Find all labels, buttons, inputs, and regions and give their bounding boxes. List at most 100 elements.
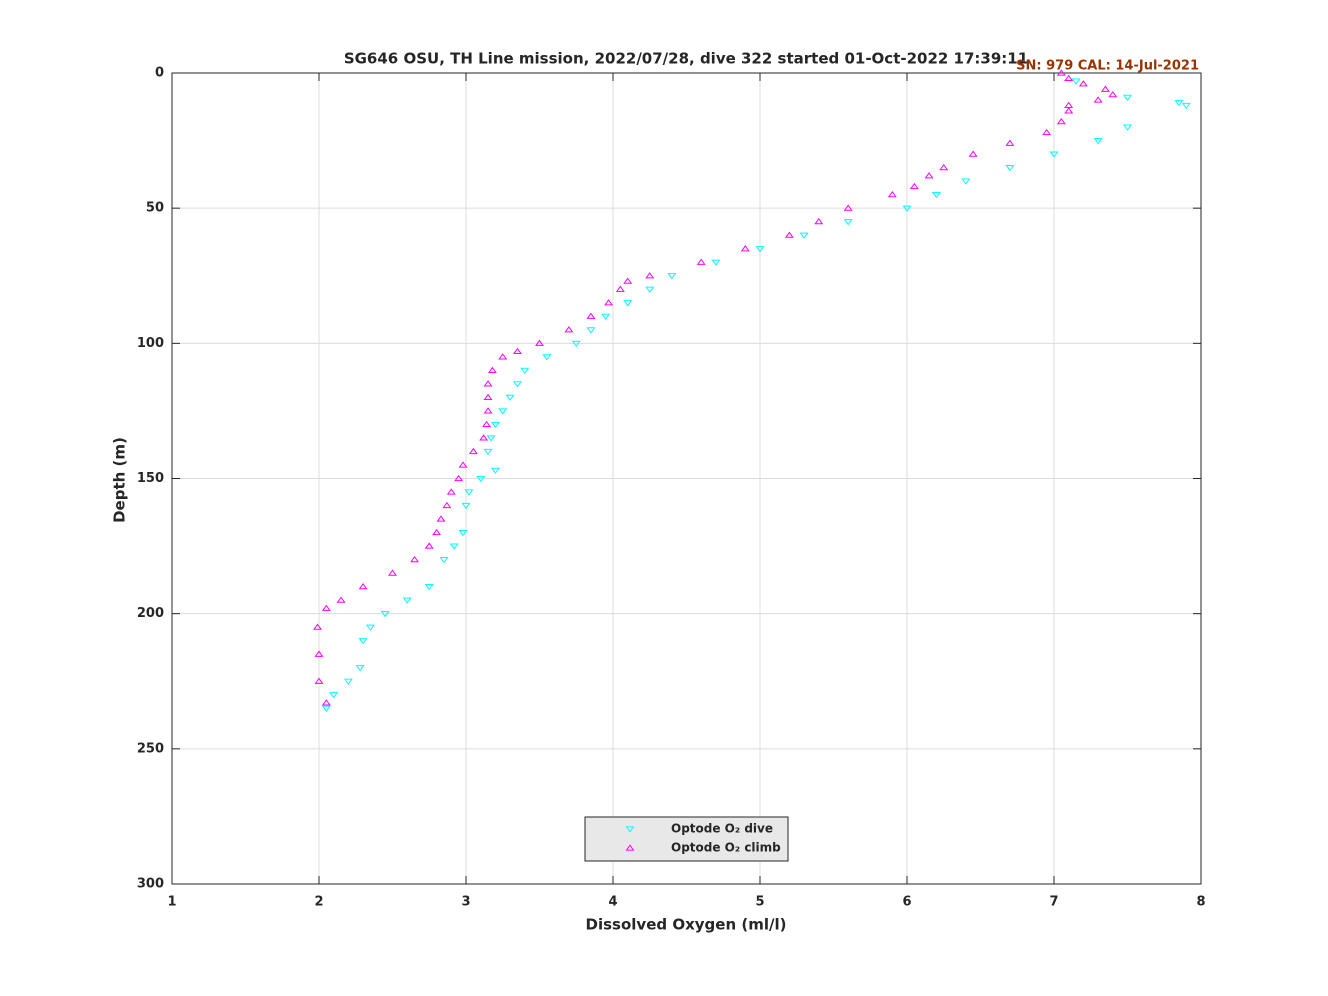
data-point (358, 638, 368, 645)
data-point (436, 515, 446, 522)
data-point (365, 624, 375, 631)
x-tick-label: 4 (608, 895, 617, 910)
data-point (424, 542, 434, 549)
data-point (696, 258, 706, 265)
y-tick-label: 250 (137, 741, 164, 756)
x-tick-label: 8 (1196, 895, 1205, 910)
data-point (1005, 165, 1015, 172)
data-point (314, 677, 324, 684)
data-point (1100, 85, 1110, 92)
data-point (321, 604, 331, 611)
data-point (586, 312, 596, 319)
data-point (799, 232, 809, 239)
data-point (542, 354, 552, 361)
y-axis-label: Depth (m) (111, 437, 129, 523)
legend-marker (625, 826, 635, 833)
data-point (486, 435, 496, 442)
data-point (1174, 100, 1184, 107)
data-point (343, 678, 353, 685)
data-point (483, 407, 493, 414)
data-point (479, 434, 489, 441)
data-point (461, 502, 471, 510)
x-tick-label: 3 (461, 895, 470, 910)
data-point (645, 272, 655, 279)
data-point (321, 705, 331, 712)
data-point (355, 665, 365, 672)
data-point (1078, 80, 1088, 87)
data-point (358, 582, 368, 590)
y-tick-label: 300 (137, 877, 164, 892)
data-point (645, 286, 655, 293)
data-point (843, 204, 853, 211)
data-point (482, 420, 492, 428)
data-point (615, 285, 625, 292)
data-point (755, 246, 765, 253)
data-point (1093, 137, 1103, 145)
annotation: SN: 979 CAL: 14-Jul-2021 (1016, 59, 1199, 74)
data-point (1181, 102, 1191, 110)
data-point (449, 543, 459, 550)
data-point (402, 597, 412, 604)
x-tick-label: 2 (314, 895, 323, 910)
data-point (887, 190, 897, 198)
y-tick-label: 200 (137, 606, 164, 621)
data-point (1093, 96, 1103, 103)
data-point (329, 692, 339, 699)
data-point (1123, 124, 1132, 131)
x-tick-label: 1 (167, 895, 176, 910)
data-point (476, 475, 486, 483)
data-point (432, 528, 442, 536)
data-point (520, 367, 530, 375)
data-point (1071, 78, 1081, 85)
data-point (483, 380, 493, 387)
data-point (931, 192, 941, 199)
data-point (843, 219, 853, 226)
data-point (564, 326, 574, 333)
data-point (667, 273, 677, 280)
data-point (490, 467, 500, 475)
legend-label: Optode O₂ dive (671, 822, 773, 836)
data-point (490, 421, 500, 429)
data-point (1123, 94, 1132, 101)
data-point (314, 650, 324, 657)
data-point (740, 245, 750, 252)
plot-frame (171, 72, 1202, 885)
y-tick-label: 0 (155, 66, 164, 81)
data-point (380, 611, 390, 618)
data-point (571, 340, 581, 347)
data-point (1042, 128, 1052, 136)
data-point (1108, 90, 1118, 98)
x-tick-label: 7 (1049, 895, 1058, 910)
data-point (388, 569, 397, 576)
data-point (313, 623, 323, 630)
data-point (512, 381, 522, 388)
data-point (410, 555, 420, 563)
data-point (424, 584, 434, 591)
data-point (321, 699, 331, 706)
data-point (483, 448, 493, 456)
data-point (711, 259, 721, 266)
data-point (604, 299, 614, 306)
data-point (442, 501, 452, 509)
data-point (1049, 151, 1059, 158)
data-point (1005, 139, 1015, 146)
data-point (939, 163, 949, 171)
data-point (784, 231, 794, 238)
data-point (902, 205, 912, 212)
data-point (498, 353, 508, 360)
legend-label: Optode O₂ climb (671, 841, 781, 855)
data-point (454, 474, 464, 482)
data-point (512, 347, 522, 355)
x-tick-label: 6 (902, 895, 911, 910)
y-tick-label: 100 (137, 336, 164, 351)
x-tick-label: 5 (755, 895, 764, 910)
y-tick-label: 50 (146, 201, 164, 216)
data-point (961, 178, 971, 185)
data-point (1064, 101, 1074, 109)
data-point (505, 394, 515, 402)
data-point (924, 172, 934, 179)
data-point (483, 393, 493, 400)
data-point (601, 313, 611, 320)
data-point (623, 300, 633, 307)
